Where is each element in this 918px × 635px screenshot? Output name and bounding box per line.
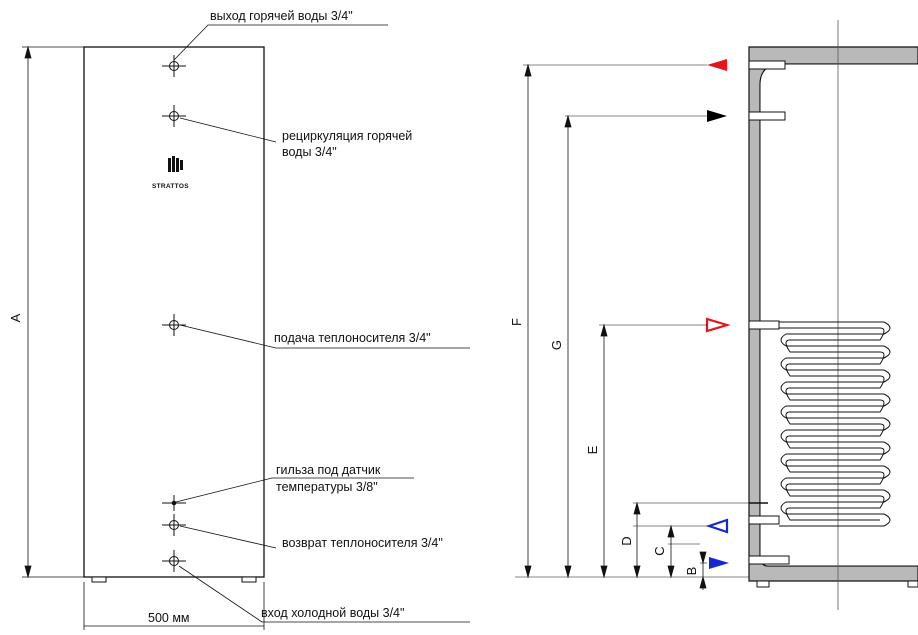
leader-heat-return xyxy=(179,525,277,549)
leader-heat-supply xyxy=(179,324,470,349)
label-recirculation-1: рециркуляция горячей xyxy=(282,129,412,143)
brand-name: STRATTOS xyxy=(152,183,189,190)
recirculation-arrow xyxy=(707,110,727,122)
label-cold-in: вход холодной воды 3/4" xyxy=(261,606,404,620)
hot-out-arrow xyxy=(707,59,727,71)
dimension-d-label: D xyxy=(619,536,634,545)
pipe-heat-return xyxy=(748,515,780,525)
tank-front-body xyxy=(83,46,265,578)
connection-heat-return xyxy=(162,514,186,536)
label-heat-supply: подача теплоносителя 3/4" xyxy=(274,331,431,345)
dimension-lines-right xyxy=(524,63,707,590)
label-recirculation-2: воды 3/4" xyxy=(282,145,337,159)
dimension-e-label: E xyxy=(585,445,600,454)
leader-recirculation xyxy=(179,117,277,143)
pipe-hot-out xyxy=(748,60,786,70)
heat-supply-arrow xyxy=(705,317,731,333)
leader-hot-out xyxy=(173,24,388,61)
heating-coil xyxy=(779,321,891,527)
connection-cold-in xyxy=(162,550,186,572)
strattos-logo xyxy=(168,156,183,172)
dimension-width-line xyxy=(83,582,265,630)
cold-in-arrow xyxy=(709,557,729,569)
section-foot-right xyxy=(907,580,918,588)
connection-hot-out xyxy=(162,55,186,77)
section-foot xyxy=(756,580,770,588)
label-heat-return: возврат теплоносителя 3/4" xyxy=(282,536,443,550)
dimension-a-label: A xyxy=(8,313,23,322)
dimension-g-label: G xyxy=(549,340,564,350)
connection-heat-supply xyxy=(162,314,186,336)
dimension-width-label: 500 мм xyxy=(148,611,190,625)
pipe-recirculation xyxy=(748,111,786,121)
dimension-f-label: F xyxy=(509,318,524,326)
left-foot xyxy=(91,576,107,583)
label-sensor-1: гильза под датчик xyxy=(276,463,381,477)
leader-cold-in xyxy=(178,565,470,623)
dimension-b-label: B xyxy=(684,567,699,576)
label-sensor-2: температуры 3/8" xyxy=(276,480,378,494)
label-hot-out: выход горячей воды 3/4" xyxy=(210,9,353,23)
pipe-cold-in xyxy=(748,555,790,565)
right-foot xyxy=(241,576,257,583)
heat-return-arrow xyxy=(705,518,729,534)
connection-sensor xyxy=(162,495,186,511)
tank-inner-space xyxy=(759,63,918,567)
leader-sensor xyxy=(175,477,414,503)
front-view: STRATTOS выход горячей воды 3/4" рецирку… xyxy=(8,9,470,630)
pipe-heat-supply xyxy=(748,320,780,330)
dimension-a-line xyxy=(22,45,84,579)
connection-recirculation xyxy=(162,105,186,127)
section-view: F G E D C B xyxy=(509,20,918,610)
dimension-c-label: C xyxy=(652,546,667,555)
